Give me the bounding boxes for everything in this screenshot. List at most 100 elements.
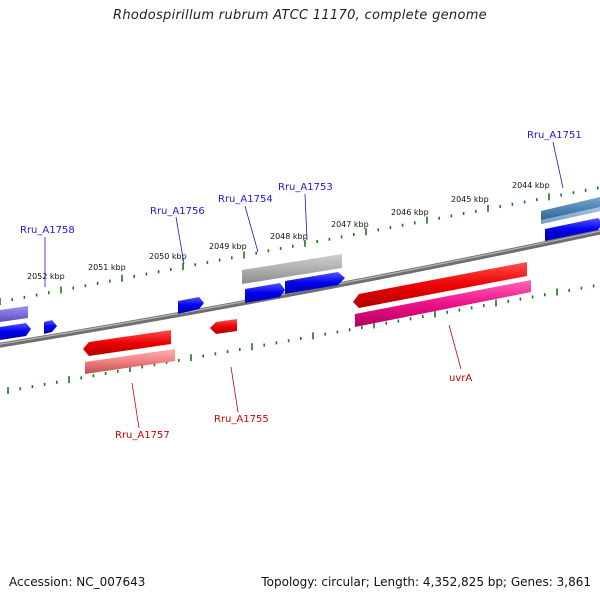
inner-scale-tick [190,354,192,362]
outer-scale-tick [206,260,209,264]
inner-scale-tick [117,369,119,373]
outer-scale-tick [109,279,111,283]
gene-label-rru-a1758[interactable]: Rru_A1758 [20,225,75,236]
cds-uvra-arrow[interactable] [355,280,531,327]
cds-rru-a1751-arrow[interactable] [545,218,600,241]
scale-label-2049: 2049 kbp [209,242,247,251]
outer-scale-tick [438,216,440,220]
inner-scale-tick [251,343,253,351]
outer-scale-tick [279,246,282,250]
gene-label-rru-a1756[interactable]: Rru_A1756 [150,206,205,217]
outer-scale-tick [243,251,245,259]
inner-scale-tick [361,326,363,330]
scale-label-2045: 2045 kbp [451,195,489,204]
outer-scale-tick [60,286,62,294]
gene-rru-a1758-arrow[interactable] [44,320,57,334]
outer-scale-tick [572,191,575,195]
inner-scale-tick [275,341,278,345]
outer-scale-tick [194,263,196,267]
label-leaders [44,141,564,429]
outer-scale-tick [48,291,50,295]
inner-scale-tick [214,352,217,356]
gene-rru-a1751-shadow [541,207,600,224]
topology-text: Topology: circular; Length: 4,352,825 bp… [261,575,591,589]
scale-labels: 2044 kbp 2045 kbp 2046 kbp 2047 kbp 2048… [27,181,550,281]
outer-scale-tick [462,212,465,216]
outer-scale-tick [560,193,562,197]
gene-rru-a1754-arrow[interactable] [245,283,285,303]
inner-scale-tick [312,332,314,340]
inner-scale-tick [556,288,558,296]
outer-scale-tick [182,263,184,271]
inner-scale-tick [373,321,375,329]
outer-scale-tick [475,209,477,213]
inner-scale-tick [129,365,131,373]
outer-scale-tick [121,274,123,282]
gene-uvra-arrow[interactable] [353,262,527,308]
inner-scale-tick [483,304,485,308]
gene-label-rru-a1754[interactable]: Rru_A1754 [218,194,273,205]
inner-scale-tick [470,306,473,310]
outer-scale-tick [0,298,1,305]
gene-label-rru-a1751[interactable]: Rru_A1751 [527,130,582,141]
outer-scale-tick [499,205,501,209]
outer-scale-tick [304,239,306,247]
outer-scale-tick [597,186,599,190]
outer-scale-tick [450,214,453,218]
inner-scale-tick [80,376,82,380]
inner-scale-tick [263,343,265,347]
inner-scale-tick [300,337,302,340]
inner-scale-tick [531,295,534,299]
inner-scale-tick [324,332,326,336]
cds-rru-a1757-arrow[interactable] [85,349,175,374]
inner-scale-tick [92,374,95,378]
gene-rru-a1753-arrow[interactable] [242,254,342,284]
gene-rru-a1755-arrow[interactable] [210,319,237,334]
scale-label-2046: 2046 kbp [391,208,429,217]
inner-scale-tick [141,365,143,369]
gene-label-uvra[interactable]: uvrA [449,373,472,384]
inner-scale-tick [226,350,229,354]
reverse-strand-features [83,262,531,374]
outer-scale-tick [157,270,160,274]
gene-label-rru-a1755[interactable]: Rru_A1755 [214,414,269,425]
inner-scale-tick [178,358,180,362]
inner-scale-tick [165,361,168,365]
cds-rru-a1753-arrow[interactable] [285,272,345,294]
inner-scale-tick [409,317,412,321]
inner-scale-tick [153,363,156,367]
outer-scale-tick [523,200,526,204]
outer-scale-tick [511,202,514,206]
outer-scale-tick [255,251,257,255]
outer-scale-tick [316,240,318,244]
inner-scale-tick [31,385,34,389]
inner-scale-tick [56,380,58,384]
scale-ticks [0,186,599,394]
gene-rru-a1756-arrow[interactable] [178,297,204,314]
outer-scale-tick [414,221,416,225]
gene-label-rru-a1757[interactable]: Rru_A1757 [115,430,170,441]
outer-scale-tick [536,198,538,202]
gene-rru-a1757-arrow[interactable] [83,330,171,356]
outer-scale-tick [267,249,270,253]
outer-scale-tick [340,235,343,239]
inner-scale-tick [348,328,351,332]
inner-scale-tick [446,310,448,314]
inner-scale-tick [458,308,461,312]
outer-scale-tick [292,244,294,248]
gene-left-violet-arrow[interactable] [0,306,28,322]
outer-scale-tick [353,233,355,237]
outer-scale-tick [170,267,172,271]
outer-scale-tick [23,295,26,299]
inner-scale-tick [422,315,424,319]
inner-scale-tick [287,339,290,343]
gene-left-blue-arrow[interactable] [0,323,31,340]
inner-scale-tick [336,330,339,334]
inner-scale-tick [104,372,107,375]
outer-scale-tick [218,258,221,262]
gene-label-rru-a1753[interactable]: Rru_A1753 [278,182,333,193]
inner-scale-tick [519,297,522,301]
outer-scale-tick [426,216,428,224]
